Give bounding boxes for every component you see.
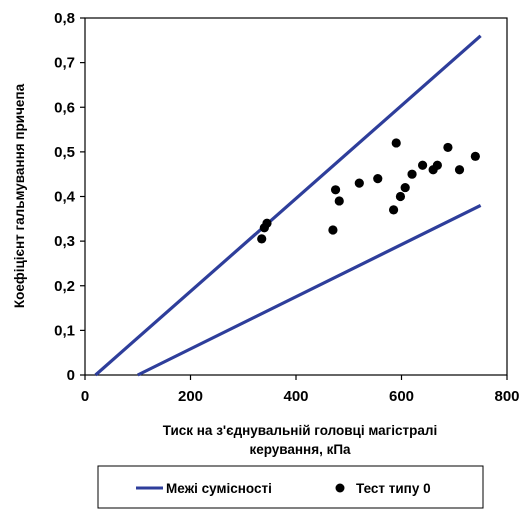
test-point [470,151,480,161]
lower-limit-line [137,203,482,377]
y-axis-label: Коефіцієнт гальмування причепа [12,83,27,308]
legend-point-swatch [335,483,345,493]
upper-limit-line [94,34,482,377]
y-tick-label: 0,1 [54,322,75,339]
y-tick-label: 0,3 [54,233,75,250]
y-tick-label: 0,2 [54,278,75,295]
y-tick-label: 0,7 [54,55,75,72]
test-point [454,165,465,175]
test-point [328,225,338,235]
test-point [388,205,399,215]
x-axis-label-line1: Тиск на з'єднувальній головці магістралі [163,423,438,438]
limit-lines [94,34,482,377]
test-point [407,169,417,179]
y-tick-label: 0,8 [54,10,75,27]
x-tick-label: 400 [283,388,308,405]
test-point [334,196,344,206]
test-point [330,185,341,195]
test-point [257,234,267,244]
test-point [443,142,453,153]
legend-label-test: Тест типу 0 [356,481,431,496]
x-axis-label-line2: керування, кПа [249,442,351,457]
y-tick-label: 0,5 [54,144,75,161]
test-point [373,174,383,184]
test-point [418,160,428,170]
y-tick-label: 0 [67,367,75,384]
x-tick-label: 600 [389,388,414,405]
y-axis-ticks: 0 0,1 0,2 0,3 0,4 0,5 0,6 0,7 0,8 [54,10,85,384]
y-tick-label: 0,4 [54,189,76,206]
test-point [262,218,272,228]
test-point [432,160,442,170]
legend: Межі сумісності Тест типу 0 [97,465,484,509]
test-point [354,178,364,188]
x-tick-label: 800 [494,388,519,405]
y-tick-label: 0,6 [54,99,75,116]
x-tick-label: 0 [81,388,89,405]
test-point [391,138,401,148]
x-tick-label: 200 [178,388,203,405]
x-axis-ticks: 0 200 400 600 800 [81,375,520,405]
legend-label-limits: Межі сумісності [166,481,272,496]
test-points [257,138,480,244]
test-point [395,191,406,202]
test-point [400,182,410,193]
